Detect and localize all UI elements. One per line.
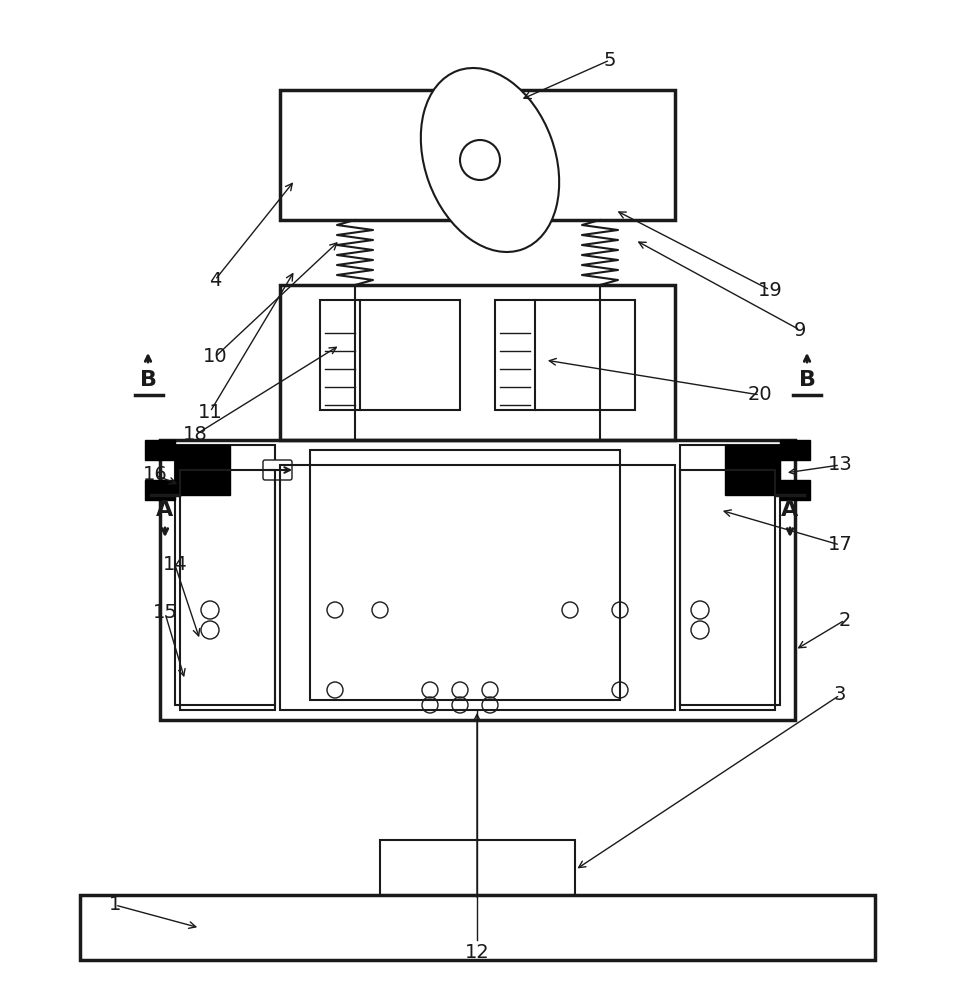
Bar: [380, 840, 575, 895]
Text: 14: 14: [162, 556, 187, 574]
Bar: [680, 470, 775, 710]
Text: A: A: [781, 500, 798, 520]
Bar: [180, 470, 275, 710]
Bar: [160, 440, 795, 720]
Text: 10: 10: [202, 348, 227, 366]
Text: 18: 18: [182, 426, 207, 444]
Text: 3: 3: [834, 686, 846, 704]
Text: 15: 15: [153, 603, 178, 622]
Text: 20: 20: [748, 385, 773, 404]
Bar: [310, 450, 620, 700]
Polygon shape: [175, 445, 230, 495]
Text: 13: 13: [828, 456, 853, 475]
Text: 2: 2: [838, 610, 851, 630]
Text: B: B: [139, 370, 157, 390]
Polygon shape: [780, 480, 810, 500]
Ellipse shape: [421, 68, 560, 252]
Text: 11: 11: [198, 402, 223, 422]
Bar: [280, 285, 675, 440]
Text: 4: 4: [209, 270, 222, 290]
Polygon shape: [780, 440, 810, 460]
Bar: [280, 465, 675, 710]
Text: 12: 12: [465, 942, 489, 962]
Text: 16: 16: [142, 466, 167, 485]
Text: 17: 17: [828, 536, 853, 554]
FancyBboxPatch shape: [263, 460, 292, 480]
Text: A: A: [157, 500, 174, 520]
Bar: [80, 895, 875, 960]
Polygon shape: [145, 440, 175, 460]
Bar: [175, 445, 275, 705]
Text: B: B: [798, 370, 816, 390]
Bar: [280, 90, 675, 220]
Polygon shape: [145, 480, 175, 500]
Text: 1: 1: [109, 896, 121, 914]
Polygon shape: [725, 445, 780, 495]
Bar: [495, 300, 635, 410]
Text: 19: 19: [757, 280, 782, 300]
Bar: [320, 300, 460, 410]
Text: 5: 5: [604, 50, 616, 70]
Text: 9: 9: [794, 320, 806, 340]
Bar: [680, 445, 780, 705]
